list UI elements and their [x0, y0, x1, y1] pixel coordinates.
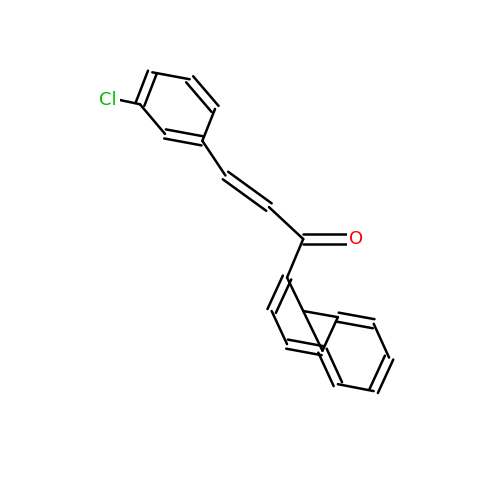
Text: O: O [350, 230, 364, 248]
Text: Cl: Cl [99, 92, 117, 110]
